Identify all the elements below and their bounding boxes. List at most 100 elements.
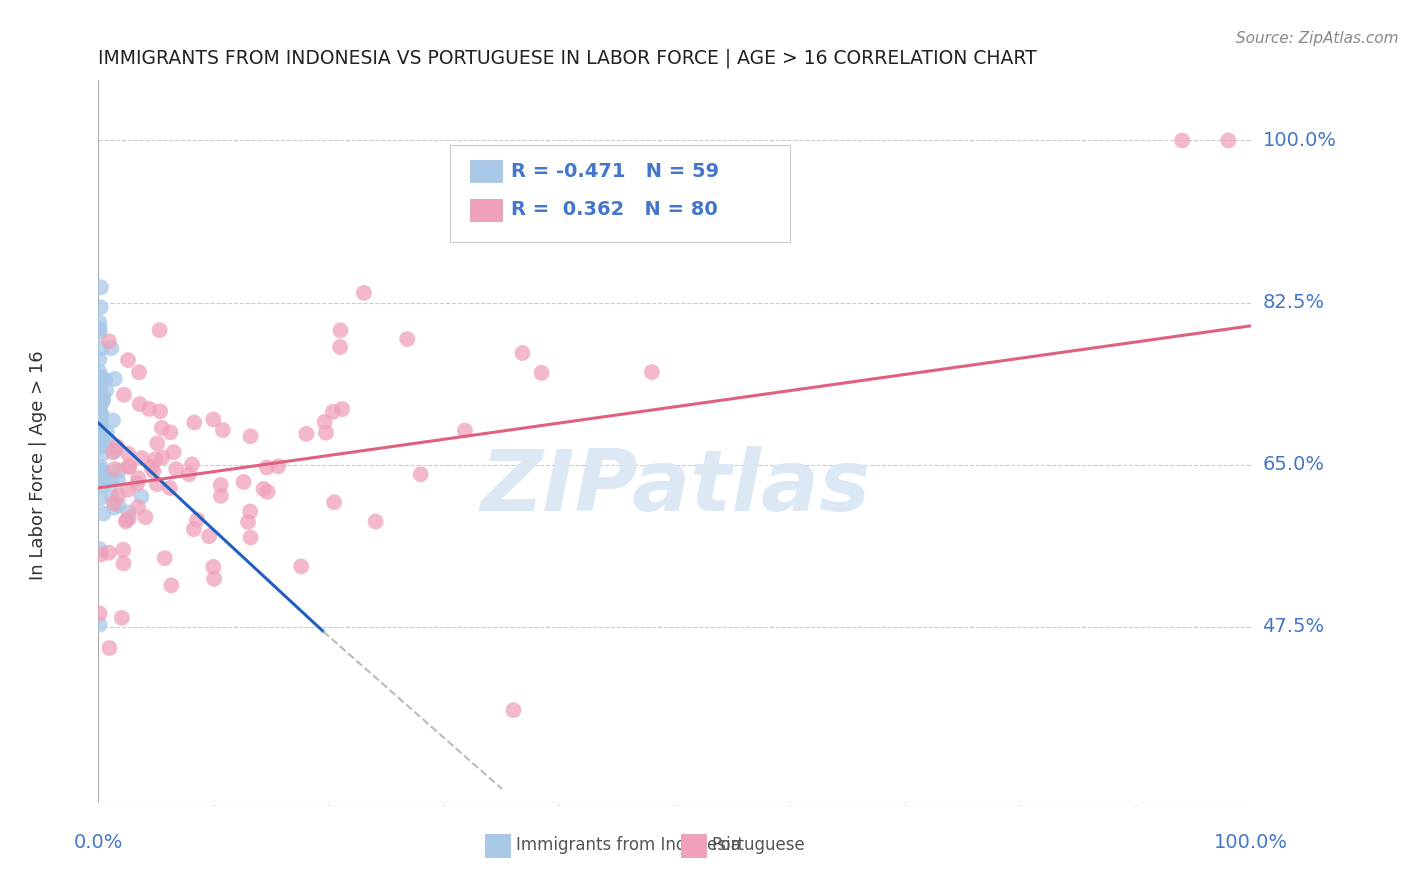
Text: ZIPatlas: ZIPatlas: [479, 446, 870, 529]
Point: [1218, 133, 1240, 147]
Bar: [470, 160, 502, 182]
Point: [93, 446, 115, 460]
Text: Immigrants from Indonesia: Immigrants from Indonesia: [516, 837, 741, 855]
Point: [103, 496, 125, 510]
Point: [295, 426, 318, 441]
Point: [89, 382, 111, 396]
Point: [322, 405, 344, 419]
Point: [93, 507, 115, 521]
Point: [118, 511, 141, 525]
Point: [112, 388, 135, 402]
Point: [117, 483, 139, 497]
Point: [118, 460, 141, 475]
Point: [93, 466, 115, 480]
Point: [146, 436, 169, 450]
Point: [112, 542, 135, 557]
Text: Portuguese: Portuguese: [711, 837, 806, 855]
Point: [209, 489, 232, 503]
Point: [93, 437, 115, 451]
Point: [100, 472, 122, 486]
Point: [117, 447, 139, 461]
Point: [134, 510, 156, 524]
Point: [90, 409, 112, 423]
Point: [186, 513, 208, 527]
Point: [160, 578, 183, 592]
Point: [165, 462, 187, 476]
Point: [101, 445, 124, 459]
Bar: [681, 834, 706, 857]
Point: [104, 443, 127, 458]
Point: [141, 460, 163, 475]
Point: [142, 464, 165, 478]
Point: [212, 423, 235, 437]
Point: [183, 416, 205, 430]
Point: [89, 435, 111, 450]
Point: [114, 514, 136, 528]
Text: IMMIGRANTS FROM INDONESIA VS PORTUGUESE IN LABOR FORCE | AGE > 16 CORRELATION CH: IMMIGRANTS FROM INDONESIA VS PORTUGUESE …: [98, 48, 1038, 68]
Point: [90, 417, 112, 432]
Point: [89, 316, 111, 330]
Point: [101, 413, 124, 427]
Point: [105, 439, 128, 453]
FancyBboxPatch shape: [450, 145, 790, 243]
Point: [93, 372, 115, 386]
Point: [90, 341, 112, 355]
Point: [502, 703, 524, 717]
Point: [330, 402, 353, 417]
Point: [89, 369, 111, 384]
Point: [256, 485, 278, 500]
Point: [89, 400, 111, 414]
Point: [198, 529, 221, 543]
Point: [100, 488, 122, 502]
Point: [89, 382, 111, 396]
Point: [149, 404, 172, 418]
Point: [107, 489, 129, 503]
Point: [202, 572, 225, 586]
Point: [323, 495, 346, 509]
Point: [117, 505, 139, 519]
Point: [364, 515, 387, 529]
Point: [209, 478, 232, 492]
Point: [89, 410, 111, 425]
Point: [103, 500, 125, 515]
Point: [159, 425, 181, 440]
Point: [90, 468, 112, 483]
Point: [89, 434, 111, 448]
Point: [93, 475, 115, 489]
Point: [89, 441, 111, 455]
Point: [118, 459, 141, 474]
Point: [128, 397, 150, 411]
Point: [239, 504, 262, 518]
Point: [98, 640, 121, 655]
Point: [107, 473, 129, 487]
Point: [107, 498, 129, 512]
Point: [97, 334, 120, 349]
Point: [127, 476, 149, 491]
Point: [202, 560, 225, 574]
Point: [177, 467, 200, 482]
Point: [96, 383, 118, 397]
Point: [89, 325, 111, 339]
Text: 100.0%: 100.0%: [1215, 833, 1288, 853]
Point: [90, 479, 112, 493]
Point: [90, 462, 112, 476]
Point: [89, 365, 111, 379]
Point: [202, 412, 225, 426]
Point: [89, 417, 111, 431]
Point: [94, 434, 117, 448]
Point: [91, 394, 114, 409]
Point: [89, 322, 111, 336]
Point: [89, 542, 111, 557]
Point: [128, 365, 150, 379]
Point: [100, 341, 122, 355]
Point: [641, 365, 664, 379]
Point: [89, 617, 111, 632]
Point: [239, 429, 262, 443]
Point: [108, 464, 131, 478]
Point: [89, 406, 111, 420]
Point: [314, 415, 336, 429]
Point: [90, 370, 112, 384]
Point: [183, 522, 205, 536]
Point: [353, 285, 375, 300]
Point: [90, 491, 112, 505]
